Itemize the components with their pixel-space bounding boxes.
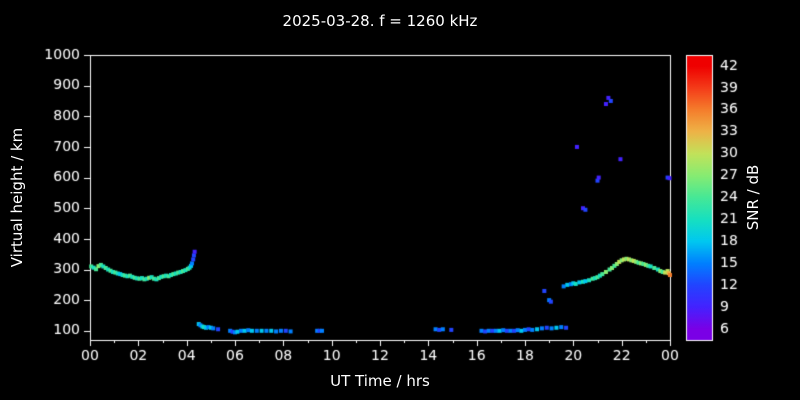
x-axis-label: UT Time / hrs xyxy=(330,372,430,390)
y-axis-label: Virtual height / km xyxy=(8,127,26,268)
chart-title: 2025-03-28. f = 1260 kHz xyxy=(282,12,478,30)
colorbar-label: SNR / dB xyxy=(744,164,762,231)
